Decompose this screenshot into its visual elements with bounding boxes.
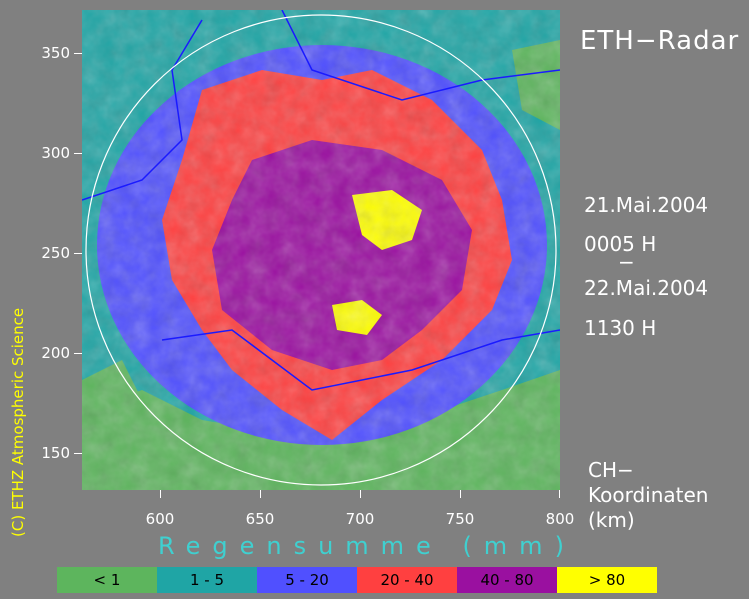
legend-item: < 1 xyxy=(57,567,157,593)
x-tick-label: 800 xyxy=(545,510,575,528)
radar-map xyxy=(82,10,560,490)
x-tick-mark xyxy=(460,490,461,498)
legend-item: 20 - 40 xyxy=(357,567,457,593)
y-tick-mark xyxy=(74,253,82,254)
coords-label-line-1: CH− xyxy=(588,458,634,482)
x-tick-label: 650 xyxy=(245,510,275,528)
x-tick-label: 750 xyxy=(445,510,475,528)
coords-label-line-2: Koordinaten xyxy=(588,483,709,507)
credit-text: (C) ETHZ Atmospheric Science xyxy=(9,307,27,537)
legend-item: 40 - 80 xyxy=(457,567,557,593)
x-tick-mark xyxy=(360,490,361,498)
y-tick-mark xyxy=(74,453,82,454)
start-time: 0005 H xyxy=(584,232,657,256)
x-tick-mark xyxy=(260,490,261,498)
y-tick-label: 250 xyxy=(41,244,70,262)
end-date: 22.Mai.2004 xyxy=(584,276,709,300)
y-tick-label: 150 xyxy=(41,444,70,462)
end-time: 1130 H xyxy=(584,316,657,340)
y-tick-mark xyxy=(74,353,82,354)
legend: < 1 1 - 5 5 - 20 20 - 40 40 - 80 > 80 xyxy=(57,567,657,593)
period-separator: − xyxy=(618,250,635,274)
y-tick-label: 350 xyxy=(41,44,70,62)
relief-shading xyxy=(82,10,560,490)
radar-range-circle xyxy=(85,14,557,486)
legend-item: 1 - 5 xyxy=(157,567,257,593)
coords-label-line-3: (km) xyxy=(588,508,635,532)
y-tick-mark xyxy=(74,53,82,54)
border-line xyxy=(281,10,560,101)
y-tick-label: 300 xyxy=(41,144,70,162)
legend-item: 5 - 20 xyxy=(257,567,357,593)
border-line xyxy=(82,19,203,201)
x-tick-mark xyxy=(559,490,560,498)
map-title: ETH−Radar xyxy=(580,26,740,56)
x-tick-mark xyxy=(160,490,161,498)
x-tick-label: 700 xyxy=(345,510,375,528)
y-tick-mark xyxy=(74,153,82,154)
legend-item: > 80 xyxy=(557,567,657,593)
x-tick-label: 600 xyxy=(145,510,175,528)
border-line xyxy=(161,329,560,391)
x-axis-label: Regensumme (mm) xyxy=(158,532,576,560)
y-tick-label: 200 xyxy=(41,344,70,362)
start-date: 21.Mai.2004 xyxy=(584,193,709,217)
